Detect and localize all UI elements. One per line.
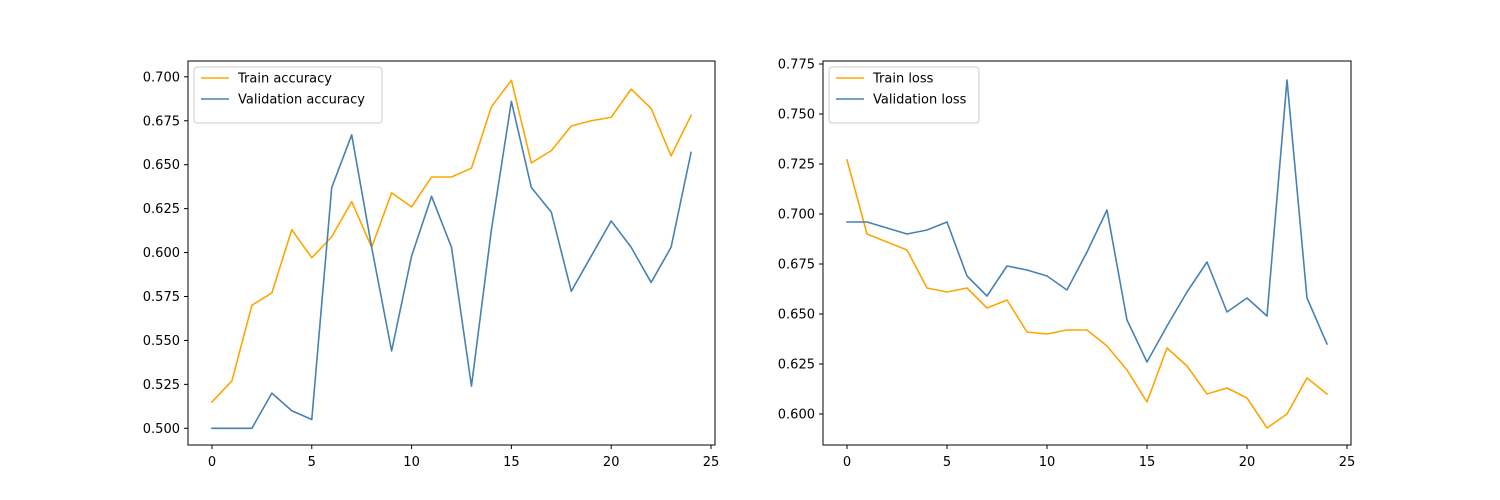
accuracy-x-tick-label: 10 bbox=[403, 455, 420, 470]
loss-series-group bbox=[846, 79, 1329, 429]
accuracy-legend-box bbox=[193, 66, 383, 124]
accuracy-y-tick-label: 0.525 bbox=[143, 378, 180, 393]
loss-y-tick-label: 0.750 bbox=[778, 108, 815, 123]
accuracy-x-tick-label: 5 bbox=[308, 455, 316, 470]
accuracy-x-tick-label: 25 bbox=[703, 455, 720, 470]
validation-accuracy-line bbox=[211, 100, 692, 430]
train-accuracy-legend-label: Train accuracy bbox=[237, 72, 332, 87]
accuracy-legend: Train accuracy Validation accuracy bbox=[193, 66, 383, 124]
accuracy-y-tick-label: 0.575 bbox=[143, 290, 180, 305]
loss-y-tick-label: 0.625 bbox=[778, 358, 815, 373]
accuracy-x-tick-label: 20 bbox=[603, 455, 620, 470]
accuracy-x-tick-label: 0 bbox=[208, 455, 216, 470]
loss-x-tick-label: 20 bbox=[1239, 455, 1256, 470]
loss-chart: 0 5 10 15 20 25 0.600 0.625 0.650 0.675 0.700 0.725… bbox=[778, 58, 1355, 471]
accuracy-series-group bbox=[210, 79, 693, 430]
validation-loss-legend-label: Validation loss bbox=[873, 93, 967, 108]
loss-y-tick-label: 0.725 bbox=[778, 158, 815, 173]
loss-legend-box bbox=[828, 66, 980, 124]
loss-y-tick-label: 0.650 bbox=[778, 308, 815, 323]
validation-loss-line bbox=[846, 79, 1329, 363]
loss-y-tick-label: 0.600 bbox=[778, 408, 815, 423]
accuracy-y-tick-label: 0.675 bbox=[143, 114, 180, 129]
accuracy-y-tick-label: 0.650 bbox=[143, 158, 180, 173]
loss-y-tick-label: 0.775 bbox=[778, 58, 815, 73]
loss-legend: Train loss Validation loss bbox=[828, 66, 980, 124]
loss-axes-frame bbox=[822, 60, 1352, 446]
accuracy-y-tick-label: 0.700 bbox=[143, 70, 180, 85]
accuracy-y-tick-label: 0.625 bbox=[143, 202, 180, 217]
train-loss-legend-label: Train loss bbox=[872, 72, 934, 87]
train-accuracy-line bbox=[210, 79, 693, 404]
loss-y-tick-label: 0.700 bbox=[778, 208, 815, 223]
accuracy-x-tick-label: 15 bbox=[503, 455, 520, 470]
loss-x-tick-label: 0 bbox=[843, 455, 851, 470]
loss-y-tick-label: 0.675 bbox=[778, 258, 815, 273]
loss-x-tick-label: 25 bbox=[1339, 455, 1356, 470]
accuracy-y-tick-label: 0.600 bbox=[143, 246, 180, 261]
loss-x-tick-label: 15 bbox=[1139, 455, 1156, 470]
accuracy-chart: 0 5 10 15 20 25 0.500 0.525 0.550 0.575 0.600 0.625… bbox=[143, 60, 720, 470]
accuracy-y-tick-label: 0.550 bbox=[143, 334, 180, 349]
validation-accuracy-legend-label: Validation accuracy bbox=[238, 93, 365, 108]
train-loss-line bbox=[846, 159, 1329, 429]
loss-x-tick-label: 5 bbox=[943, 455, 951, 470]
accuracy-y-tick-label: 0.500 bbox=[143, 422, 180, 437]
loss-x-tick-label: 10 bbox=[1039, 455, 1056, 470]
charts-root: 0 5 10 15 20 25 0.500 0.525 0.550 0.575 0.600 0.625… bbox=[143, 58, 1355, 471]
